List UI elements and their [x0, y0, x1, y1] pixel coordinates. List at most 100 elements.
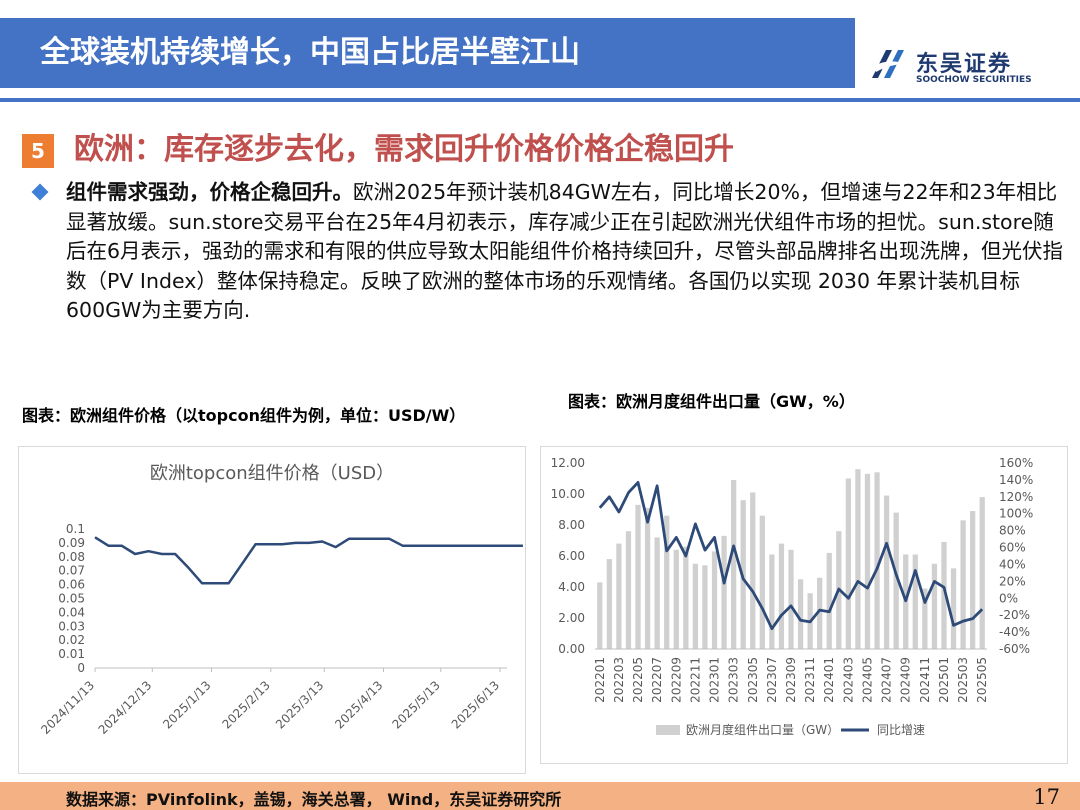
y-tick-label: 0.07 — [58, 564, 85, 578]
export-bar — [979, 497, 985, 649]
logo-name-cn: 东吴证券 — [916, 52, 1013, 77]
export-bar — [788, 549, 794, 649]
y-left-tick-label: 10.00 — [551, 487, 585, 501]
x-tick-label: 202503 — [956, 657, 970, 703]
page-title: 全球装机持续增长，中国占比居半壁江山 — [40, 35, 580, 70]
y-right-tick-label: 40% — [999, 557, 1026, 571]
y-left-tick-label: 12.00 — [551, 456, 585, 470]
x-tick-label: 202401 — [822, 657, 836, 703]
export-bar — [797, 579, 804, 649]
export-bar — [960, 520, 966, 649]
x-tick-label: 2024/12/13 — [96, 678, 155, 737]
y-tick-label: 0.05 — [58, 592, 85, 606]
export-bar — [950, 568, 957, 649]
y-tick-label: 0.04 — [58, 605, 85, 619]
x-tick-label: 202403 — [841, 657, 855, 703]
x-tick-label: 2025/2/13 — [219, 678, 272, 731]
x-tick-label: 202309 — [784, 657, 798, 703]
y-tick-label: 0.08 — [58, 550, 85, 564]
export-bar — [970, 511, 976, 649]
y-left-tick-label: 4.00 — [558, 580, 585, 594]
export-bar — [912, 554, 918, 649]
legend-line-label: 同比增速 — [877, 723, 925, 737]
y-tick-label: 0.06 — [58, 578, 85, 592]
export-bar — [778, 543, 785, 649]
export-bar — [883, 495, 890, 649]
y-tick-label: 0.02 — [58, 633, 85, 647]
y-right-tick-label: 160% — [999, 456, 1033, 470]
x-tick-label: 202407 — [880, 657, 894, 703]
header-title-bar: 全球装机持续增长，中国占比居半壁江山 — [0, 18, 855, 88]
export-bar — [625, 531, 632, 649]
body-text: 欧洲2025年预计装机84GW左右，同比增长20%，但增速与22年和23年相比显… — [66, 180, 1064, 322]
x-tick-label: 2025/6/13 — [449, 678, 502, 731]
y-right-tick-label: 20% — [999, 574, 1026, 588]
y-tick-label: 0.09 — [58, 536, 85, 550]
export-bar — [750, 492, 756, 649]
export-bar — [597, 582, 603, 649]
left-chart-caption: 图表：欧洲组件价格（以topcon组件为例，单位：USD/W） — [22, 406, 466, 425]
y-tick-label: 0.03 — [58, 619, 85, 633]
y-right-tick-label: 80% — [999, 524, 1026, 538]
export-bar — [817, 577, 823, 649]
legend-bar-label: 欧洲月度组件出口量（GW） — [686, 722, 839, 737]
soochow-logo-icon — [872, 50, 906, 78]
x-tick-label: 202205 — [631, 657, 645, 703]
export-bar — [731, 480, 737, 649]
x-tick-label: 2025/3/13 — [273, 678, 326, 731]
export-bar — [893, 512, 899, 649]
source-note: 数据来源：PVinfolink，盖锡，海关总署， Wind，东吴证券研究所 — [66, 790, 562, 809]
x-tick-label: 202303 — [727, 657, 741, 703]
x-tick-label: 202209 — [669, 657, 683, 703]
y-left-tick-label: 0.00 — [558, 642, 585, 656]
europe-topcon-price-chart: 欧洲topcon组件价格（USD）00.010.020.030.040.050.… — [38, 463, 523, 737]
export-bar — [845, 478, 851, 649]
y-right-tick-label: 60% — [999, 541, 1026, 555]
y-tick-label: 0.1 — [66, 522, 85, 536]
x-tick-label: 2025/1/13 — [160, 678, 213, 731]
page-number: 17 — [1033, 785, 1060, 809]
export-bar — [644, 507, 651, 649]
right-chart-caption: 图表：欧洲月度组件出口量（GW，%） — [568, 392, 855, 411]
body-lead: 组件需求强劲，价格企稳回升。 — [66, 180, 353, 204]
export-bar — [759, 515, 765, 649]
y-right-tick-label: 120% — [999, 490, 1033, 504]
y-left-tick-label: 8.00 — [558, 518, 585, 532]
x-tick-label: 2025/5/13 — [389, 678, 442, 731]
y-right-tick-label: 140% — [999, 473, 1033, 487]
export-bar — [664, 515, 670, 649]
europe-module-export-chart: 0.00 2.00 4.00 6.00 8.00 10.00 12.00 -60% -40% -2… — [551, 456, 1034, 737]
x-tick-label: 202409 — [899, 657, 913, 703]
source-bar: 数据来源：PVinfolink，盖锡，海关总署， Wind，东吴证券研究所 17 — [0, 782, 1080, 810]
x-tick-label: 202207 — [650, 657, 664, 703]
legend-bar-swatch — [656, 725, 680, 735]
x-tick-label: 2025/4/13 — [332, 678, 385, 731]
export-bar — [941, 542, 947, 649]
y-tick-label: 0.01 — [58, 647, 85, 661]
price-series-line — [94, 536, 523, 585]
brand-logo: 东吴证券 SOOCHOW SECURITIES — [868, 44, 1068, 90]
body-paragraph: 组件需求强劲，价格企稳回升。欧洲2025年预计装机84GW左右，同比增长20%，… — [66, 178, 1066, 326]
x-tick-label: 202405 — [860, 657, 874, 703]
x-tick-label: 202211 — [688, 657, 702, 703]
x-tick-label: 202301 — [708, 657, 722, 703]
export-bar — [683, 546, 689, 649]
x-tick-label: 202411 — [918, 657, 932, 703]
export-bar — [721, 535, 727, 649]
x-tick-label: 202505 — [975, 657, 989, 703]
yoy-growth-line — [598, 481, 984, 631]
y-left-tick-label: 6.00 — [558, 549, 585, 563]
export-bar — [606, 559, 612, 649]
y-right-tick-label: 100% — [999, 507, 1033, 521]
export-bar — [692, 563, 699, 649]
export-bar — [874, 472, 880, 649]
left-chart-frame: 欧洲topcon组件价格（USD） 0 0.01 0.02 0.03 0.04 0.05 0.… — [18, 446, 526, 774]
bullet-diamond-icon — [31, 183, 49, 201]
x-tick-label: 202305 — [746, 657, 760, 703]
x-tick-label: 202307 — [765, 657, 779, 703]
export-bar — [711, 551, 718, 649]
export-bar — [635, 504, 641, 649]
x-tick-label: 202501 — [937, 657, 951, 703]
chart-title: 欧洲topcon组件价格（USD） — [150, 463, 394, 484]
export-bar — [654, 537, 660, 649]
